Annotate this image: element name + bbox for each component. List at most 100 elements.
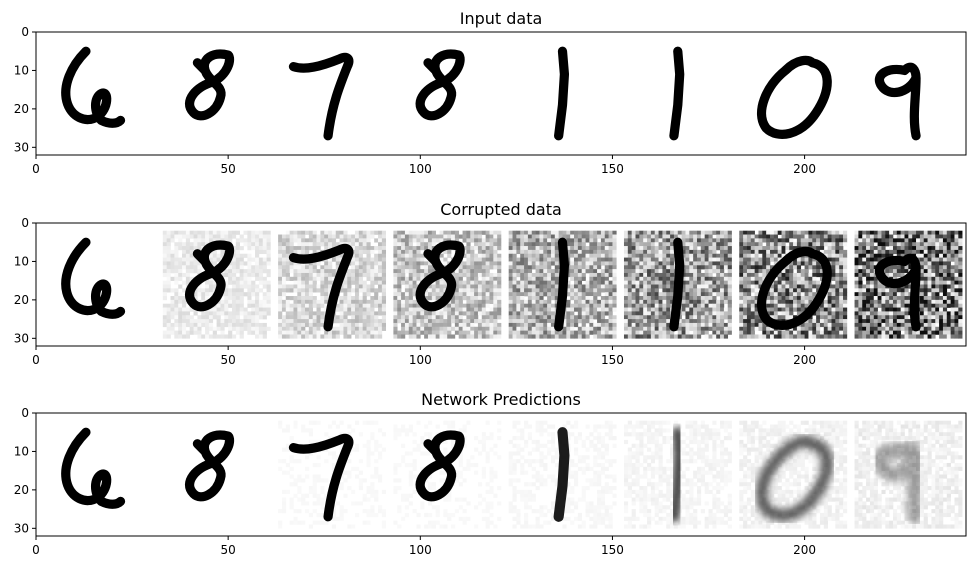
noise-pixel: [754, 299, 759, 305]
noise-pixel: [770, 249, 775, 255]
noise-pixel: [593, 280, 598, 285]
noise-pixel: [550, 261, 556, 266]
noise-pixel: [255, 307, 260, 312]
noise-pixel: [431, 292, 436, 297]
noise-pixel: [739, 288, 744, 293]
noise-pixel: [185, 272, 191, 278]
noise-pixel: [247, 284, 252, 289]
noise-pixel: [746, 246, 752, 251]
noise-pixel: [723, 234, 729, 239]
noise-pixel: [520, 319, 525, 324]
noise-pixel: [524, 299, 529, 305]
noise-pixel: [723, 280, 729, 285]
noise-pixel: [689, 303, 694, 308]
noise-pixel: [785, 311, 790, 316]
noise-pixel: [335, 307, 340, 312]
noise-pixel: [773, 307, 778, 312]
noise-pixel: [816, 242, 821, 247]
x-tick-label: 200: [793, 162, 816, 176]
noise-pixel: [666, 284, 671, 289]
noise-pixel: [574, 234, 579, 239]
noise-pixel: [166, 330, 171, 335]
noise-pixel: [235, 311, 240, 316]
noise-pixel: [189, 319, 194, 324]
noise-pixel: [404, 269, 410, 274]
noise-pixel: [750, 234, 755, 239]
noise-pixel: [739, 265, 744, 270]
noise-pixel: [896, 246, 901, 251]
noise-pixel: [185, 307, 191, 312]
noise-pixel: [700, 257, 705, 262]
noise-pixel: [189, 230, 194, 235]
noise-pixel: [328, 257, 333, 262]
noise-pixel: [485, 265, 490, 270]
noise-pixel: [431, 311, 436, 316]
noise-pixel: [892, 292, 898, 297]
noise-pixel: [854, 249, 859, 255]
noise-pixel: [412, 230, 417, 235]
noise-pixel: [770, 334, 775, 339]
noise-pixel: [858, 292, 863, 297]
noise-pixel: [566, 330, 571, 335]
noise-pixel: [862, 230, 867, 235]
noise-pixel: [712, 311, 717, 316]
noise-pixel: [524, 242, 529, 247]
noise-pixel: [939, 265, 944, 270]
noise-pixel: [208, 315, 214, 320]
noise-pixel: [281, 299, 287, 305]
noise-pixel: [700, 265, 705, 270]
noise-pixel: [193, 326, 198, 331]
noise-pixel: [789, 242, 794, 247]
noise-pixel: [677, 319, 682, 324]
noise-pixel: [720, 299, 725, 305]
noise-pixel: [297, 303, 302, 308]
noise-pixel: [635, 330, 640, 335]
noise-pixel: [343, 230, 348, 235]
noise-pixel: [812, 272, 817, 278]
noise-pixel: [597, 299, 602, 305]
noise-pixel: [612, 288, 617, 293]
noise-pixel: [516, 330, 521, 335]
noise-pixel: [531, 292, 536, 297]
noise-pixel: [758, 326, 763, 331]
noise-pixel: [823, 307, 828, 312]
noise-pixel: [308, 315, 313, 320]
noise-pixel: [577, 330, 583, 335]
noise-pixel: [205, 296, 210, 301]
noise-pixel: [247, 230, 252, 235]
noise-pixel: [512, 326, 517, 331]
noise-pixel: [312, 249, 317, 255]
noise-pixel: [408, 303, 413, 308]
noise-pixel: [474, 230, 479, 235]
noise-pixel: [873, 253, 878, 258]
noise-pixel: [527, 334, 533, 339]
noise-pixel: [700, 307, 705, 312]
noise-pixel: [635, 292, 640, 297]
noise-pixel: [581, 315, 586, 320]
noise-pixel: [839, 292, 844, 297]
noise-pixel: [662, 296, 667, 301]
noise-pixel: [904, 303, 909, 308]
noise-pixel: [477, 257, 483, 262]
noise-pixel: [324, 265, 329, 270]
noise-pixel: [758, 284, 763, 289]
noise-pixel: [474, 265, 479, 270]
noise-pixel: [712, 284, 717, 289]
noise-pixel: [808, 276, 813, 281]
noise-pixel: [324, 288, 329, 293]
noise-pixel: [758, 234, 763, 239]
noise-pixel: [439, 319, 444, 324]
noise-pixel: [658, 261, 663, 266]
noise-pixel: [712, 253, 717, 258]
noise-pixel: [262, 249, 267, 255]
noise-pixel: [866, 234, 871, 239]
noise-pixel: [485, 311, 490, 316]
noise-pixel: [197, 334, 202, 339]
noise-pixel: [308, 242, 313, 247]
noise-pixel: [873, 284, 878, 289]
noise-pixel: [712, 261, 717, 266]
noise-pixel: [162, 253, 167, 258]
noise-pixel: [796, 230, 802, 235]
noise-pixel: [228, 299, 233, 305]
noise-pixel: [393, 284, 398, 289]
